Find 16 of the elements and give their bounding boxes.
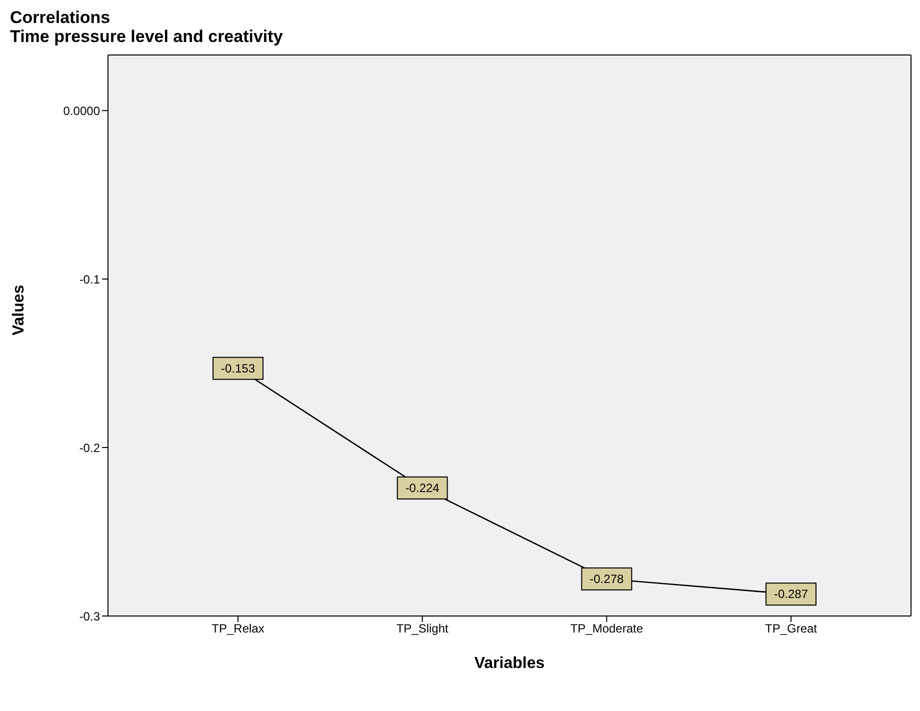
y-axis-title: Values — [10, 284, 28, 336]
data-label: -0.287 — [774, 587, 808, 602]
x-tick-label: TP_Moderate — [570, 622, 644, 636]
y-tick-label: -0.1 — [79, 272, 100, 286]
data-label: -0.224 — [405, 480, 440, 495]
data-label: -0.278 — [590, 572, 624, 586]
x-tick-label: TP_Slight — [396, 622, 450, 636]
y-tick-label: -0.3 — [79, 609, 100, 624]
x-axis-title: Variables — [474, 655, 545, 672]
x-tick-label: TP_Great — [764, 622, 818, 636]
y-tick-label: -0.2 — [79, 440, 100, 455]
y-tick-label: 0.0000 — [63, 104, 100, 118]
chart-subtitle: Time pressure level and creativity — [10, 27, 284, 46]
x-tick-label: TP_Relax — [212, 622, 264, 636]
chart-title: Correlations — [10, 8, 112, 27]
data-label: -0.153 — [220, 361, 256, 376]
